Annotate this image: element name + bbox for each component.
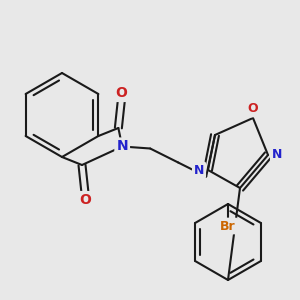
Text: N: N — [194, 164, 204, 176]
Text: O: O — [116, 86, 127, 100]
Text: O: O — [79, 193, 91, 207]
Text: N: N — [116, 140, 128, 154]
Text: Br: Br — [220, 220, 236, 232]
Text: O: O — [248, 103, 258, 116]
Text: N: N — [272, 148, 282, 161]
